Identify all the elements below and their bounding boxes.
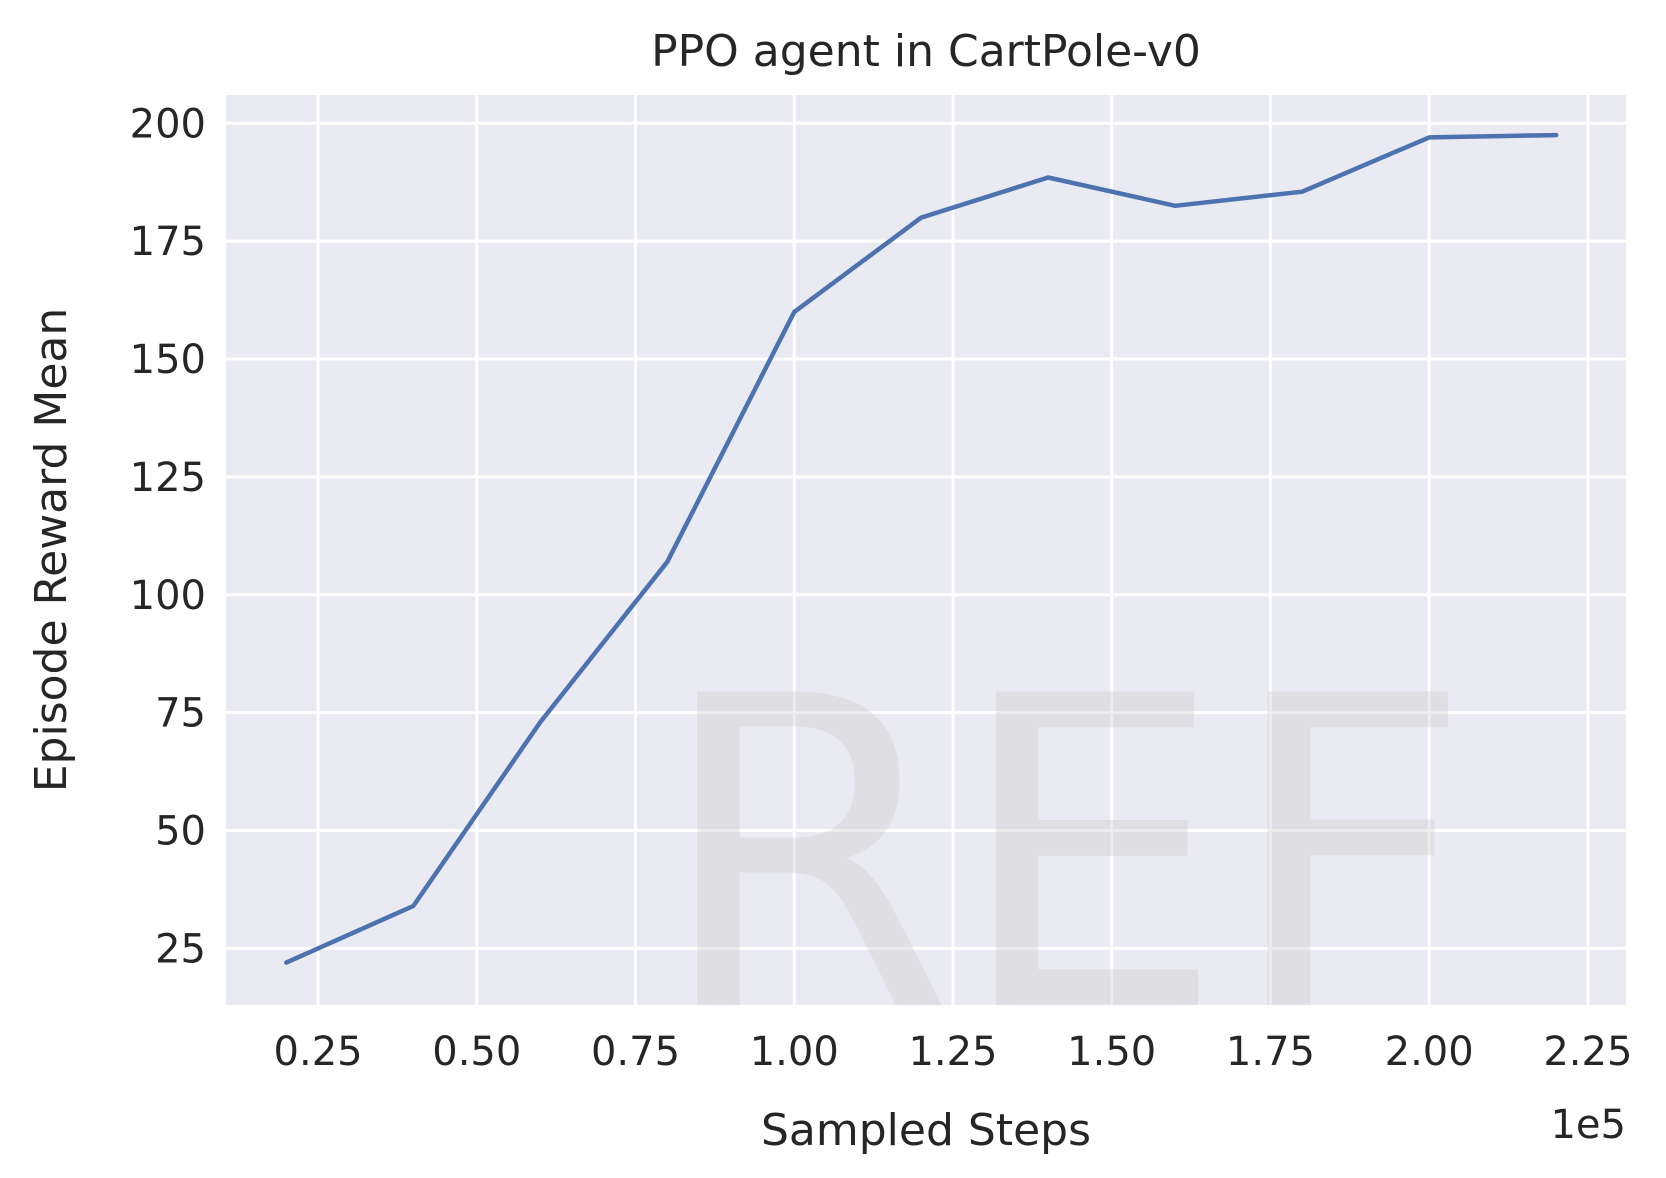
y-axis-title: Episode Reward Mean bbox=[26, 308, 77, 793]
y-tick-labels: 25 50 75 100 125 150 175 200 bbox=[130, 101, 206, 972]
watermark: REF bbox=[655, 607, 1473, 1107]
y-tick-label: 100 bbox=[130, 573, 206, 619]
y-tick-label: 200 bbox=[130, 101, 206, 147]
x-tick-label: 2.25 bbox=[1543, 1029, 1632, 1075]
x-tick-label: 0.25 bbox=[274, 1029, 363, 1075]
x-axis-title: Sampled Steps bbox=[761, 1105, 1091, 1156]
x-tick-label: 0.50 bbox=[432, 1029, 521, 1075]
y-tick-label: 175 bbox=[130, 219, 206, 265]
grid-lines bbox=[226, 95, 1626, 1005]
y-tick-label: 50 bbox=[155, 809, 206, 855]
x-tick-label: 0.75 bbox=[591, 1029, 680, 1075]
x-tick-label: 1.25 bbox=[908, 1029, 997, 1075]
x-tick-label: 2.00 bbox=[1385, 1029, 1474, 1075]
chart-title: PPO agent in CartPole-v0 bbox=[651, 26, 1201, 77]
plot-area bbox=[226, 95, 1626, 1005]
x-tick-label: 1.00 bbox=[750, 1029, 839, 1075]
y-tick-label: 125 bbox=[130, 455, 206, 501]
series-line bbox=[284, 132, 1559, 965]
x-tick-label: 1.75 bbox=[1226, 1029, 1315, 1075]
x-tick-label: 1.50 bbox=[1067, 1029, 1156, 1075]
x-axis-offset-label: 1e5 bbox=[1550, 1102, 1626, 1148]
x-tick-labels: 0.25 0.50 0.75 1.00 1.25 1.50 1.75 2.00 2.25 bbox=[274, 1029, 1633, 1075]
y-tick-label: 75 bbox=[155, 691, 206, 737]
y-tick-label: 25 bbox=[155, 926, 206, 972]
y-tick-label: 150 bbox=[130, 337, 206, 383]
